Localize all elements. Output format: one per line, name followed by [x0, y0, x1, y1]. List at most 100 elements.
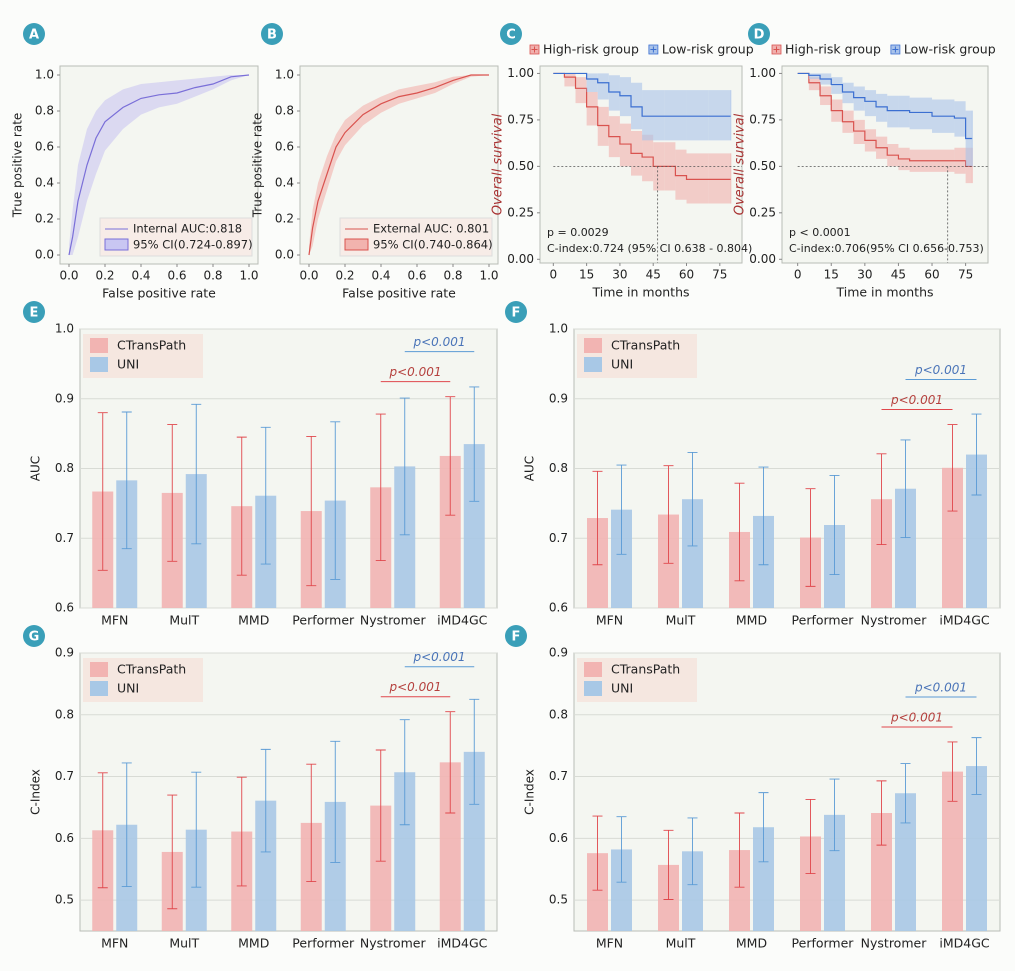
y-axis-label: C-Index	[29, 769, 43, 815]
legend-label: CTransPath	[117, 338, 186, 353]
legend-swatch	[584, 357, 602, 372]
x-tick-label: MMD	[238, 613, 269, 628]
x-tick-label: 45	[646, 268, 661, 282]
y-tick-label: 0.6	[55, 601, 74, 615]
y-tick-label: 0.4	[275, 176, 294, 190]
error-bar	[900, 439, 911, 539]
curve	[797, 72, 973, 140]
y-tick-label: 0.8	[35, 104, 54, 118]
panel-label: A	[29, 28, 39, 43]
x-tick-label: 45	[891, 268, 906, 282]
y-tick-label: 0.00	[749, 252, 776, 266]
confidence-band	[105, 89, 123, 151]
x-tick-label: Nystromer	[861, 613, 928, 628]
y-tick-label: 0.75	[749, 112, 776, 126]
error-bar	[167, 424, 178, 562]
x-tick-label: 1.0	[239, 269, 258, 283]
confidence-band	[363, 96, 381, 126]
x-tick-label: MFN	[101, 613, 128, 628]
error-bar	[947, 424, 958, 512]
y-tick-label: 0.7	[549, 769, 568, 783]
error-bar	[167, 794, 178, 910]
confidence-band	[619, 123, 632, 167]
bar	[394, 772, 416, 931]
confidence-band	[898, 95, 910, 128]
y-tick-label: 0.9	[549, 391, 568, 405]
error-bar	[330, 421, 341, 580]
y-axis-label: Overall survival	[491, 113, 506, 215]
bar	[966, 766, 987, 931]
error-bar	[758, 792, 769, 863]
y-tick-label: 0.4	[35, 176, 54, 190]
y-axis-label: C-Index	[523, 769, 537, 815]
x-tick-label: 0	[794, 268, 802, 282]
bar	[463, 444, 485, 608]
significance-label: p<0.001	[388, 680, 441, 694]
y-tick-label: 1.0	[275, 68, 294, 82]
y-tick-label: 0.5	[549, 893, 568, 907]
legend-marker-plus	[650, 46, 657, 53]
error-bar	[734, 812, 745, 888]
x-tick-label: 15	[824, 268, 839, 282]
legend-swatch	[90, 662, 108, 677]
legend-band	[344, 238, 369, 251]
confidence-band	[664, 90, 687, 141]
confidence-band	[675, 149, 687, 200]
error-bar	[592, 470, 603, 566]
x-tick-label: Performer	[792, 613, 855, 628]
confidence-band	[631, 82, 643, 130]
bar	[682, 851, 703, 931]
significance-label: p<0.001	[890, 710, 943, 724]
confidence-band	[435, 76, 453, 93]
confidence-band	[831, 77, 843, 94]
confidence-band	[642, 90, 665, 141]
y-tick-label: 0.0	[35, 248, 54, 262]
y-tick-label: 0.25	[749, 205, 776, 219]
x-tick-label: 60	[924, 268, 939, 282]
curve	[553, 72, 731, 180]
legend-swatch	[90, 338, 108, 353]
bar	[611, 849, 632, 931]
y-tick-label: 0.7	[549, 531, 568, 545]
confidence-band	[808, 73, 821, 80]
confidence-band	[954, 101, 966, 137]
x-tick-label: MFN	[596, 613, 623, 628]
x-tick-label: 60	[679, 268, 694, 282]
panel-label: F	[512, 306, 521, 321]
error-bar	[121, 411, 132, 550]
confidence-band	[597, 73, 609, 100]
confidence-band	[177, 78, 195, 104]
x-tick-label: iMD4GC	[939, 936, 990, 951]
significance-label: p<0.001	[914, 363, 967, 377]
x-tick-label: iMD4GC	[939, 613, 990, 628]
y-tick-label: 0.25	[507, 205, 534, 219]
y-tick-label: 0.9	[55, 646, 74, 660]
x-tick-label: Nystromer	[861, 936, 928, 951]
x-tick-label: 30	[612, 268, 627, 282]
y-axis-label: AUC	[29, 456, 43, 481]
confidence-band	[564, 73, 576, 87]
legend-label: CTransPath	[611, 662, 680, 677]
error-bar	[663, 829, 674, 900]
x-axis-label: False positive rate	[102, 286, 216, 301]
error-bar	[306, 435, 317, 587]
confidence-band	[123, 84, 141, 129]
y-axis-label: Overall survival	[733, 113, 748, 215]
y-tick-label: 0.7	[55, 531, 74, 545]
x-tick-label: 0.6	[407, 269, 426, 283]
bar	[463, 751, 485, 931]
confidence-band	[608, 75, 620, 111]
x-tick-label: MulT	[666, 936, 696, 951]
error-bar	[592, 815, 603, 891]
legend-label: External AUC: 0.801	[373, 222, 489, 236]
y-tick-label: 0.8	[549, 461, 568, 475]
bar	[966, 454, 987, 608]
y-tick-label: 0.6	[549, 601, 568, 615]
confidence-band	[853, 119, 865, 145]
bar	[753, 827, 774, 931]
x-tick-label: MulT	[666, 613, 696, 628]
y-tick-label: 0.9	[549, 646, 568, 660]
legend-label: Low-risk group	[662, 42, 754, 57]
y-tick-label: 0.50	[749, 159, 776, 173]
y-tick-label: 0.5	[55, 893, 74, 907]
